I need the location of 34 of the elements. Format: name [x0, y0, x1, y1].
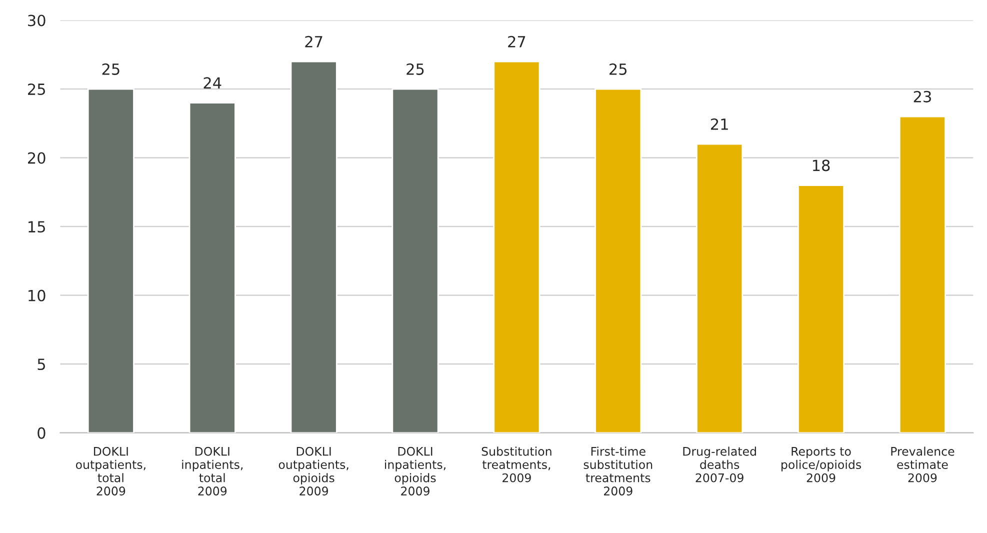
data-label: 23: [914, 90, 931, 102]
x-tick-label: Prevalence estimate 2009: [891, 446, 954, 482]
y-tick-label: 30: [28, 14, 46, 26]
bar: [798, 184, 845, 433]
x-tick-label: Drug-related deaths 2007-09: [683, 446, 756, 482]
x-tick-label: First-time substitution treatments 2009: [584, 446, 652, 496]
data-label: 24: [204, 77, 222, 88]
bar: [188, 102, 236, 433]
bar: [898, 116, 946, 433]
data-label: 25: [406, 63, 424, 75]
data-label: 25: [610, 63, 627, 75]
x-tick-label: DOKLI outpatients, total 2009: [76, 446, 146, 496]
x-tick-label: DOKLI inpatients, opioids 2009: [385, 446, 446, 496]
data-label: 18: [812, 160, 830, 172]
x-tick-label: Substitution treatments, 2009: [482, 446, 552, 482]
bar: [696, 143, 744, 433]
y-tick-label: 20: [28, 152, 46, 164]
bar: [594, 88, 642, 433]
bar: [290, 60, 338, 433]
bar: [493, 60, 540, 433]
data-label: 21: [710, 118, 728, 130]
y-tick-label: 10: [28, 290, 46, 302]
x-tick-label: DOKLI inpatients, total 2009: [182, 446, 243, 496]
y-tick-label: 15: [28, 221, 45, 233]
data-label: 25: [102, 63, 120, 75]
x-tick-label: DOKLI outpatients, opioids 2009: [278, 446, 348, 496]
data-label: 27: [305, 36, 322, 48]
bar: [87, 88, 134, 433]
y-tick-label: 0: [38, 427, 46, 439]
bar: [392, 88, 439, 433]
y-tick-label: 25: [28, 83, 45, 96]
x-tick-label: Reports to police/opioids 2009: [782, 447, 862, 482]
data-label: 27: [508, 36, 526, 48]
y-tick-label: 5: [38, 358, 45, 370]
